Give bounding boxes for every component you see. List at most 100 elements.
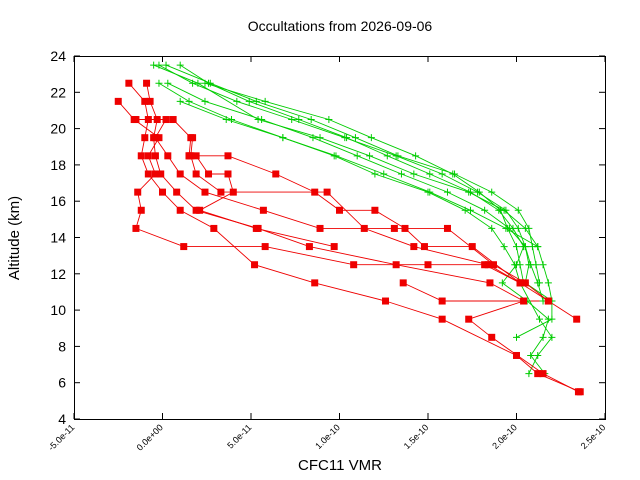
series-5-point (189, 134, 197, 142)
series-1-point (173, 188, 181, 196)
series-8-point (155, 61, 163, 69)
series-8-point (189, 79, 197, 87)
series-4-line (172, 119, 521, 284)
series-9-point (514, 206, 522, 214)
series-2-point (261, 243, 269, 251)
series-10-point (527, 351, 535, 359)
series-9-point (536, 279, 544, 287)
series-5-point (484, 261, 492, 269)
series-2-point (132, 224, 140, 232)
series-10-point (176, 61, 184, 69)
series-5-point (360, 224, 368, 232)
y-tick-label: 22 (50, 84, 66, 100)
series-1-point (574, 388, 582, 396)
y-axis-label: Altitude (km) (6, 196, 23, 280)
x-tick-label: 1.5e-10 (402, 422, 431, 451)
series-markers (114, 61, 584, 396)
series-3-point (132, 116, 140, 124)
series-1-point (465, 315, 473, 323)
series-10-line (179, 64, 549, 374)
series-0-point (125, 79, 133, 87)
series-3-point (521, 279, 529, 287)
series-14-point (516, 261, 524, 269)
y-tick-label: 20 (50, 121, 66, 137)
series-0-point (438, 315, 446, 323)
series-1-point (153, 116, 161, 124)
series-8-point (288, 116, 296, 124)
series-2-point (144, 152, 152, 160)
series-6-point (185, 152, 193, 160)
series-2-point (350, 261, 358, 269)
series-4-point (420, 243, 428, 251)
series-7-point (366, 152, 374, 160)
series-3-point (164, 152, 172, 160)
series-3-point (438, 297, 446, 305)
series-7-point (544, 279, 552, 287)
series-4-point (224, 152, 232, 160)
series-14-point (497, 206, 505, 214)
series-13-point (426, 188, 434, 196)
series-12-point (481, 206, 489, 214)
series-11-point (534, 351, 542, 359)
series-9-point (525, 224, 533, 232)
series-9-point (394, 152, 402, 160)
series-11-point (500, 243, 508, 251)
series-13-point (380, 170, 388, 178)
series-4-point (336, 206, 343, 214)
series-6-line (189, 155, 335, 248)
series-0-point (382, 297, 390, 305)
series-9-point (307, 116, 315, 124)
x-tick-label: 5.0e-11 (225, 422, 253, 450)
series-1-point (146, 97, 154, 105)
series-3-point (316, 224, 324, 232)
series-14-point (325, 116, 333, 124)
series-3-point (259, 206, 267, 214)
series-4-point (311, 188, 319, 196)
series-13-line (180, 100, 538, 247)
series-1-point (539, 370, 547, 378)
series-2-point (573, 315, 581, 323)
series-3-point (162, 116, 170, 124)
series-10-point (383, 152, 391, 160)
series-12-point (525, 261, 533, 269)
series-9-point (351, 134, 359, 142)
series-0-point (144, 170, 152, 178)
series-3-point (489, 261, 497, 269)
series-2-point (114, 97, 122, 105)
series-3-point (390, 224, 398, 232)
series-2-point (151, 170, 159, 178)
series-11-point (371, 170, 379, 178)
series-2-point (481, 261, 489, 269)
series-11-point (536, 315, 544, 323)
series-0-point (141, 97, 149, 105)
series-0-point (176, 206, 184, 214)
y-tick-label: 12 (50, 266, 66, 282)
series-14-point (367, 134, 375, 142)
series-12-point (201, 97, 209, 105)
series-0-point (513, 351, 520, 359)
series-12-point (513, 333, 520, 341)
series-2-point (424, 261, 432, 269)
series-11-line (158, 82, 553, 374)
series-11-point (525, 370, 533, 378)
series-13-point (332, 152, 340, 160)
series-12-point (309, 134, 317, 142)
x-tick-label: 1.0e-10 (313, 422, 342, 451)
series-14-point (449, 170, 457, 178)
series-4-point (272, 170, 280, 178)
y-tick-label: 16 (50, 193, 66, 209)
series-1-point (486, 279, 494, 287)
series-1-point (488, 333, 496, 341)
series-12-point (164, 79, 172, 87)
series-6-point (196, 206, 204, 214)
series-3-point (544, 297, 552, 305)
y-tick-label: 4 (58, 411, 66, 427)
series-6-point (229, 188, 237, 196)
series-14-point (412, 152, 420, 160)
y-axis: 4 6 8 10 12 14 16 18 20 22 24 (50, 48, 605, 427)
series-2-point (134, 188, 142, 196)
series-10-point (245, 97, 253, 105)
series-0-point (210, 224, 218, 232)
series-1-point (151, 152, 159, 160)
